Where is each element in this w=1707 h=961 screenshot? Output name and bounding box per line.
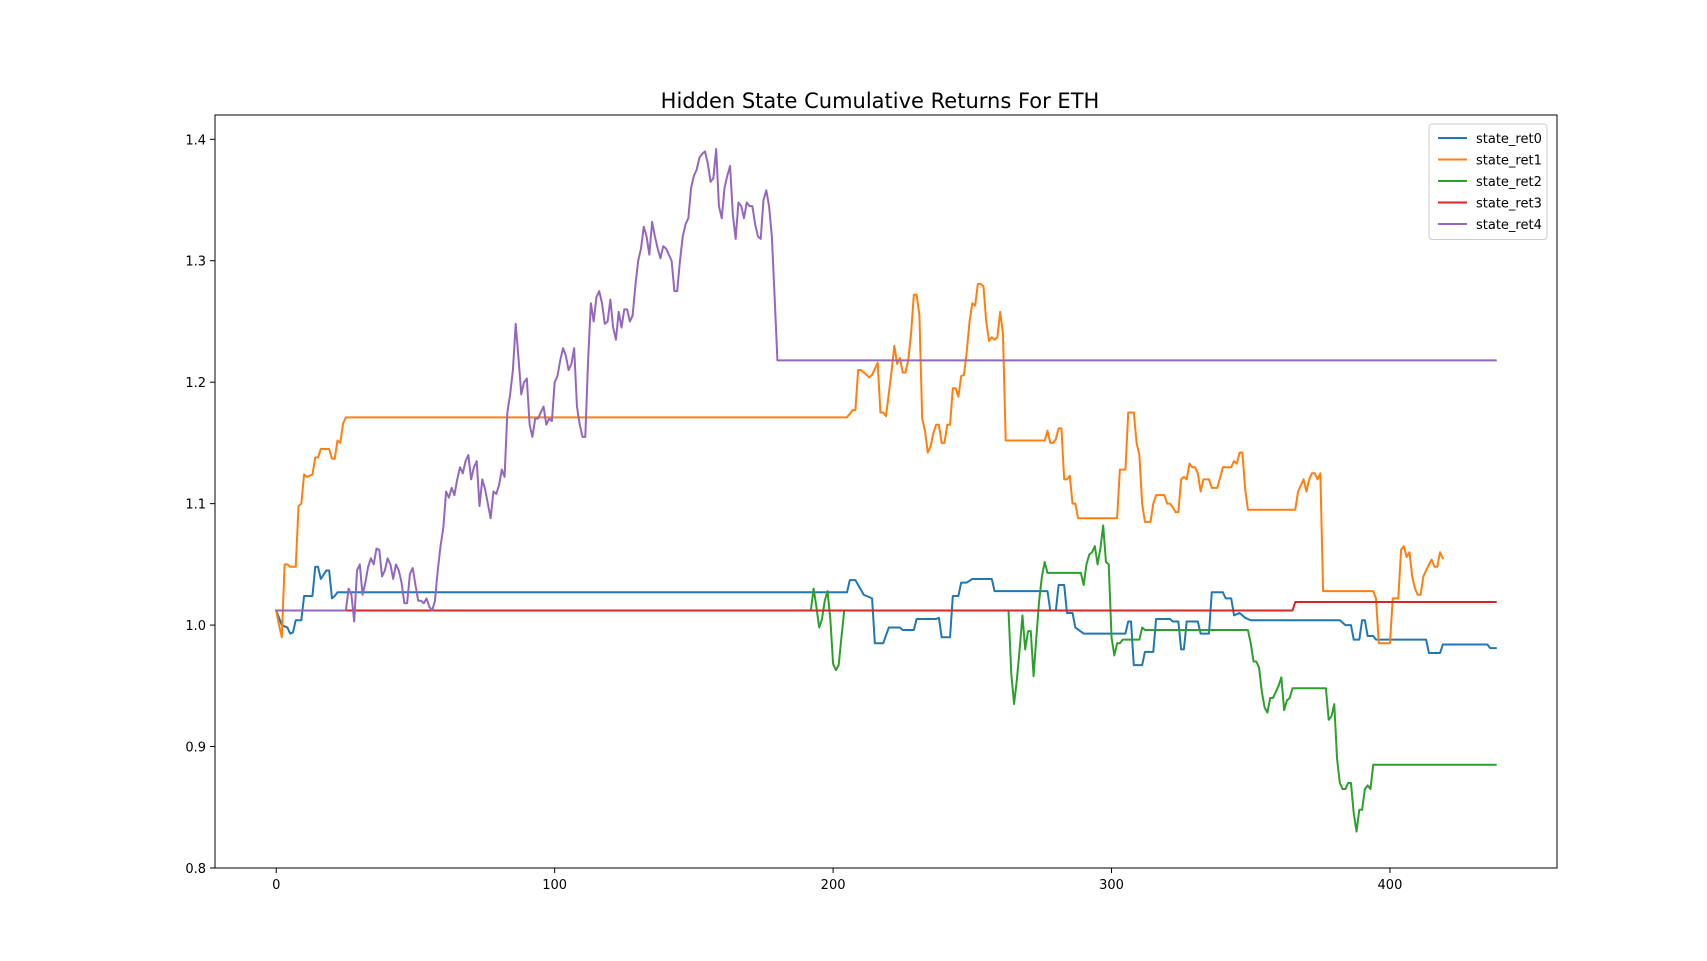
plot-area	[215, 115, 1557, 868]
y-tick-label: 0.9	[185, 741, 206, 756]
x-tick-label: 300	[1099, 878, 1124, 893]
series-line-state-ret3	[275, 601, 1497, 612]
axes-frame	[214, 114, 1558, 869]
x-tick-label: 100	[542, 878, 567, 893]
legend: state_ret0 state_ret1 state_ret2 state_ret3…	[1428, 123, 1548, 240]
legend-label-state-ret1: state_ret1	[1476, 154, 1542, 169]
series-line-state-ret0	[274, 565, 1497, 667]
legend-label-state-ret3: state_ret3	[1476, 197, 1542, 212]
y-tick-label: 1.0	[185, 619, 206, 634]
legend-label-state-ret0: state_ret0	[1476, 132, 1542, 147]
y-tick-label: 1.1	[185, 498, 206, 513]
legend-label-state-ret2: state_ret2	[1476, 175, 1542, 190]
legend-box	[1428, 123, 1548, 240]
axes-layer: 0 100 200 300 400 0.8 0.9 1.0 1.1 1.2 1.3 1.4	[185, 114, 1558, 893]
series-layer	[274, 148, 1497, 833]
y-tick-label: 1.3	[185, 255, 206, 270]
x-tick-label: 0	[272, 878, 280, 893]
legend-label-state-ret4: state_ret4	[1476, 218, 1542, 233]
chart-title: Hidden State Cumulative Returns For ETH	[661, 89, 1100, 113]
y-tick-label: 1.2	[185, 376, 206, 391]
x-tick-label: 400	[1378, 878, 1403, 893]
plot-background	[215, 115, 1557, 868]
y-tick-label: 1.4	[185, 133, 206, 148]
series-line-state-ret2	[809, 524, 1497, 833]
x-tick-label: 200	[821, 878, 846, 893]
y-tick-label: 0.8	[185, 862, 206, 877]
series-line-state-ret4	[275, 148, 1497, 623]
series-line-state-ret1	[275, 282, 1445, 645]
